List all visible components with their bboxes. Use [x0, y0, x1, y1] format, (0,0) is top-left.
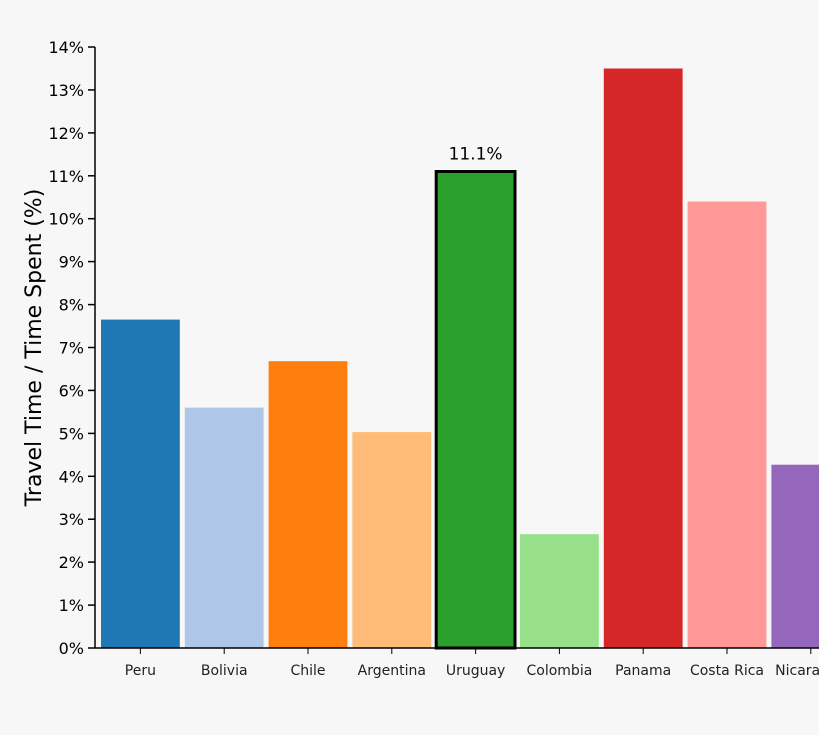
y-tick-label: 3%	[59, 510, 84, 529]
bar-panama[interactable]	[603, 68, 683, 649]
bar-argentina[interactable]	[352, 432, 432, 648]
y-tick-label: 1%	[59, 596, 84, 615]
x-tick-label: Colombia	[527, 663, 593, 679]
x-tick-label: Chile	[290, 663, 325, 679]
y-tick-label: 0%	[59, 639, 84, 658]
bar-chile[interactable]	[268, 361, 348, 648]
y-tick-label: 6%	[59, 381, 84, 400]
y-tick-label: 14%	[48, 38, 84, 57]
y-tick-label: 7%	[59, 339, 84, 358]
bar-colombia[interactable]	[520, 534, 599, 648]
y-tick-label: 10%	[48, 210, 84, 229]
y-tick-label: 12%	[48, 124, 84, 143]
y-tick-label: 5%	[59, 424, 84, 443]
x-tick-label: Uruguay	[446, 663, 506, 679]
bar-costa-rica[interactable]	[687, 201, 767, 649]
y-tick-label: 4%	[59, 467, 84, 486]
x-tick-label: Panama	[615, 663, 671, 679]
highlighted-bar-value-label: 11.1%	[449, 145, 503, 165]
x-tick-label: Nicaragua	[775, 663, 819, 679]
bar-nicaragua[interactable]	[771, 464, 819, 648]
bar-peru[interactable]	[101, 319, 180, 648]
bar-uruguay[interactable]	[434, 170, 517, 650]
bar-bolivia[interactable]	[184, 407, 264, 648]
x-axis-labels: Peru Bolivia Chile Argentina Uruguay Colombia…	[125, 648, 819, 679]
x-tick-label: Peru	[125, 663, 156, 679]
y-tick-label: 9%	[59, 253, 84, 272]
y-tick-label: 8%	[59, 296, 84, 315]
x-tick-label: Bolivia	[201, 663, 248, 679]
y-tick-label: 13%	[48, 81, 84, 100]
y-tick-label: 11%	[48, 167, 84, 186]
y-axis-title: Travel Time / Time Spent (%)	[22, 189, 47, 508]
x-tick-label: Argentina	[358, 663, 426, 679]
y-axis: 0% 1% 2% 3% 4% 5% 6% 7% 8% 9% 10% 11% 12% 13% 14%	[48, 38, 819, 658]
bars-layer	[101, 68, 819, 650]
x-tick-label: Costa Rica	[690, 663, 764, 679]
y-tick-label: 2%	[59, 553, 84, 572]
